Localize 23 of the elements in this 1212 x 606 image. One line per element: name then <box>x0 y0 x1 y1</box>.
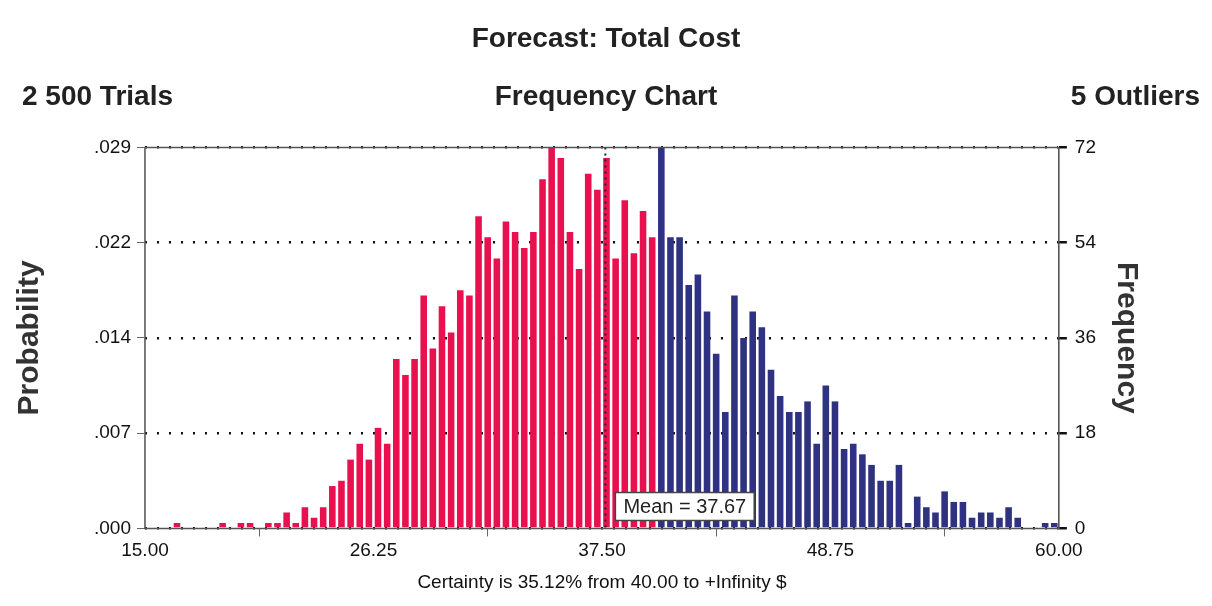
x-axis-title: Certainty is 35.12% from 40.00 to +Infinity $ <box>417 570 787 592</box>
x-tick-label: 37.50 <box>578 539 626 561</box>
y2-tick-label: 54 <box>1074 230 1097 252</box>
chart-title: Forecast: Total Cost <box>470 22 742 54</box>
y2-tick-label: 72 <box>1074 135 1097 157</box>
y2-tick-label: 36 <box>1074 326 1097 348</box>
y-tick-label: .000 <box>94 516 131 538</box>
x-tick-label: 15.00 <box>121 539 169 561</box>
chart-subtitle: Frequency Chart <box>494 80 718 111</box>
y-tick-label: .022 <box>94 230 131 252</box>
text: 2 500 Trials <box>22 80 174 112</box>
x-tick-label: 48.75 <box>806 539 855 561</box>
x-tick-label: 60.00 <box>1035 539 1083 561</box>
y-tick-label: .014 <box>94 326 132 348</box>
y2-tick-label: 0 <box>1074 516 1086 538</box>
x-tick-label: 26.25 <box>349 539 398 561</box>
y-tick-label: .029 <box>94 135 131 157</box>
y-tick-label: .007 <box>94 421 131 443</box>
ref-line-label: Mean = 37.67 <box>623 494 747 517</box>
text: 5 Outliers <box>1070 80 1200 112</box>
y-axis-title: Probability <box>11 260 45 416</box>
y2-axis-title: Frequency <box>1111 262 1145 415</box>
y2-tick-label: 18 <box>1074 421 1097 443</box>
